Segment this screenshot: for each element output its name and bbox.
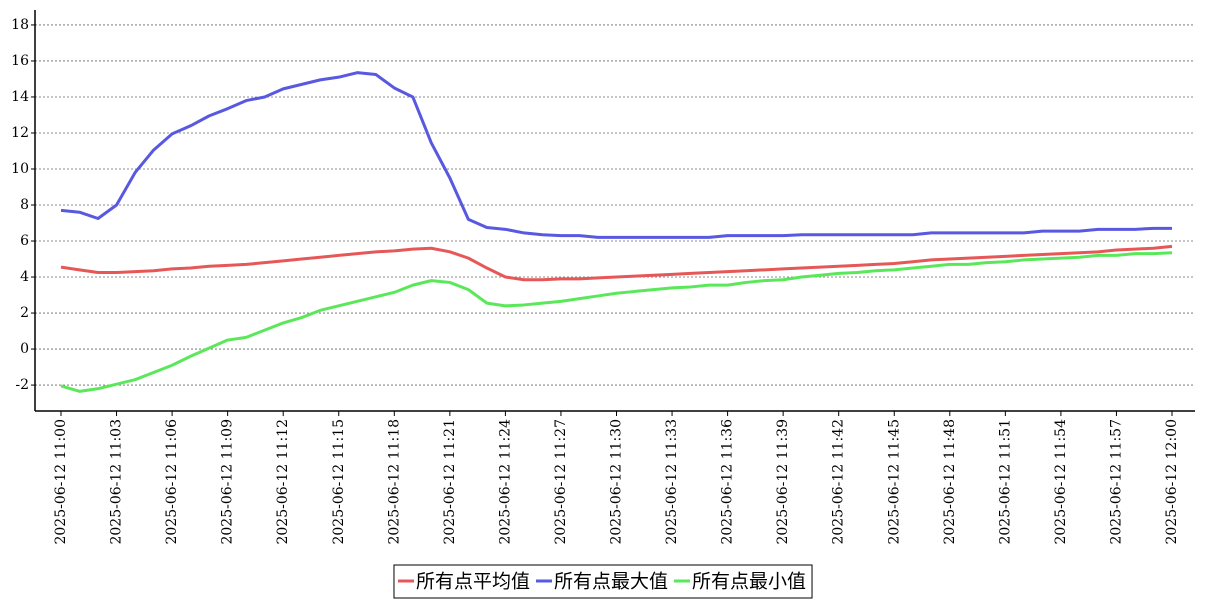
legend-label: 所有点平均值 <box>416 571 530 593</box>
legend-label: 所有点最大值 <box>554 571 668 593</box>
x-tick-label: 2025-06-12 11:57 <box>1108 419 1124 545</box>
x-tick-label: 2025-06-12 11:48 <box>942 419 958 545</box>
y-tick-label: 8 <box>20 197 29 213</box>
y-tick-label: 16 <box>11 53 29 69</box>
series-line <box>60 71 1172 239</box>
legend: 所有点平均值 所有点最大值 所有点最小值 <box>393 564 813 599</box>
x-tick-label: 2025-06-12 11:42 <box>831 419 847 545</box>
y-tick-label: 12 <box>11 125 29 141</box>
y-tick-label: 14 <box>11 89 29 105</box>
x-tick-label: 2025-06-12 11:18 <box>386 419 402 545</box>
x-tick-label: 2025-06-12 11:33 <box>664 419 680 545</box>
x-tick-label: 2025-06-12 11:00 <box>53 419 69 545</box>
x-tick-label: 2025-06-12 12:00 <box>1164 419 1180 545</box>
y-tick-label: 6 <box>20 233 29 249</box>
x-tick-label: 2025-06-12 11:45 <box>886 419 902 545</box>
y-tick-label: 4 <box>20 269 29 285</box>
x-tick-label: 2025-06-12 11:21 <box>442 419 458 545</box>
y-tick-label: 2 <box>20 305 29 321</box>
x-tick-label: 2025-06-12 11:51 <box>997 419 1013 545</box>
legend-box <box>393 564 813 599</box>
y-tick-label: -2 <box>15 377 29 393</box>
x-tick-label: 2025-06-12 11:09 <box>220 419 236 545</box>
x-tick-label: 2025-06-12 11:24 <box>497 419 513 545</box>
x-tick-label: 2025-06-12 11:30 <box>609 419 625 545</box>
y-tick-label: 18 <box>11 17 29 33</box>
legend-label: 所有点最小值 <box>692 571 806 593</box>
x-tick-label: 2025-06-12 11:06 <box>164 419 180 545</box>
x-tick-label: 2025-06-12 11:27 <box>553 419 569 545</box>
y-tick-label: 10 <box>11 161 29 177</box>
series-line <box>60 251 1173 393</box>
x-tick-label: 2025-06-12 11:54 <box>1053 419 1069 545</box>
x-tick-label: 2025-06-12 11:03 <box>109 419 125 545</box>
x-tick-label: 2025-06-12 11:12 <box>275 419 291 545</box>
y-tick-label: 0 <box>20 341 29 357</box>
x-tick-label: 2025-06-12 11:36 <box>720 419 736 545</box>
x-tick-label: 2025-06-12 11:39 <box>775 419 791 545</box>
series-line <box>60 244 1173 282</box>
x-tick-label: 2025-06-12 11:15 <box>331 419 347 545</box>
